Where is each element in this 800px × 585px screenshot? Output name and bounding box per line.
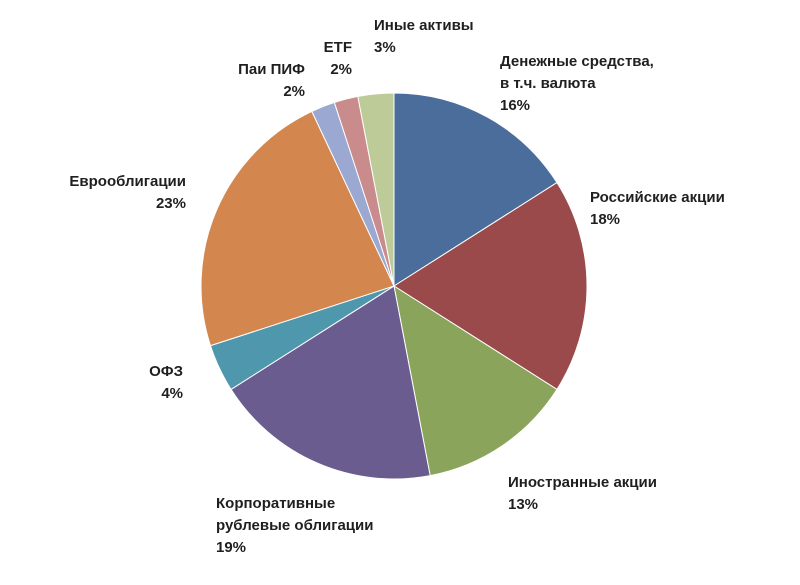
slice-value-label: 3% [374, 39, 396, 56]
slice-label-text: Денежные средства, [500, 53, 654, 70]
slice-label-text: Корпоративные [216, 495, 335, 512]
pie-slice-1 [393, 92, 558, 287]
pie-slice-4 [230, 285, 431, 480]
slice-label-2: Российские акции 18% [590, 189, 725, 228]
slice-label-text: в т.ч. валюта [500, 75, 596, 92]
slice-label-1: Денежные средства, в т.ч. валюта 16% [500, 53, 654, 114]
pie-slice-2 [393, 181, 588, 391]
slice-label-text: Иностранные акции [508, 474, 657, 491]
slice-label-9: Иные активы 3% [374, 17, 474, 56]
slice-label-text: Еврооблигации [69, 173, 186, 190]
slice-value-label: 2% [330, 61, 352, 78]
slice-value-label: 19% [216, 539, 246, 556]
slice-value-label: 4% [161, 385, 183, 402]
slices-layer [200, 92, 588, 480]
slice-label-text: Иные активы [374, 17, 474, 34]
slice-label-6: Еврооблигации 23% [69, 173, 186, 212]
slice-label-3: Иностранные акции 13% [508, 474, 657, 513]
slice-label-text: рублевые облигации [216, 517, 373, 534]
slice-label-8: ETF 2% [324, 39, 352, 78]
pie-slice-9 [357, 92, 395, 287]
slice-label-5: ОФЗ 4% [149, 363, 183, 402]
slice-label-text: Российские акции [590, 189, 725, 206]
pie-slice-6 [200, 110, 395, 347]
slice-label-4: Корпоративные рублевые облигации 19% [216, 495, 373, 556]
slice-label-text: ETF [324, 39, 352, 56]
labels-layer: Денежные средства, в т.ч. валюта 16% Россий… [69, 17, 724, 556]
slice-value-label: 16% [500, 97, 530, 114]
slice-value-label: 13% [508, 496, 538, 513]
slice-label-7: Паи ПИФ 2% [238, 61, 305, 100]
slice-label-text: ОФЗ [149, 363, 183, 380]
pie-slice-3 [393, 284, 558, 477]
slice-value-label: 23% [156, 195, 186, 212]
slice-label-text: Паи ПИФ [238, 61, 305, 78]
slice-value-label: 18% [590, 211, 620, 228]
slice-value-label: 2% [283, 83, 305, 100]
